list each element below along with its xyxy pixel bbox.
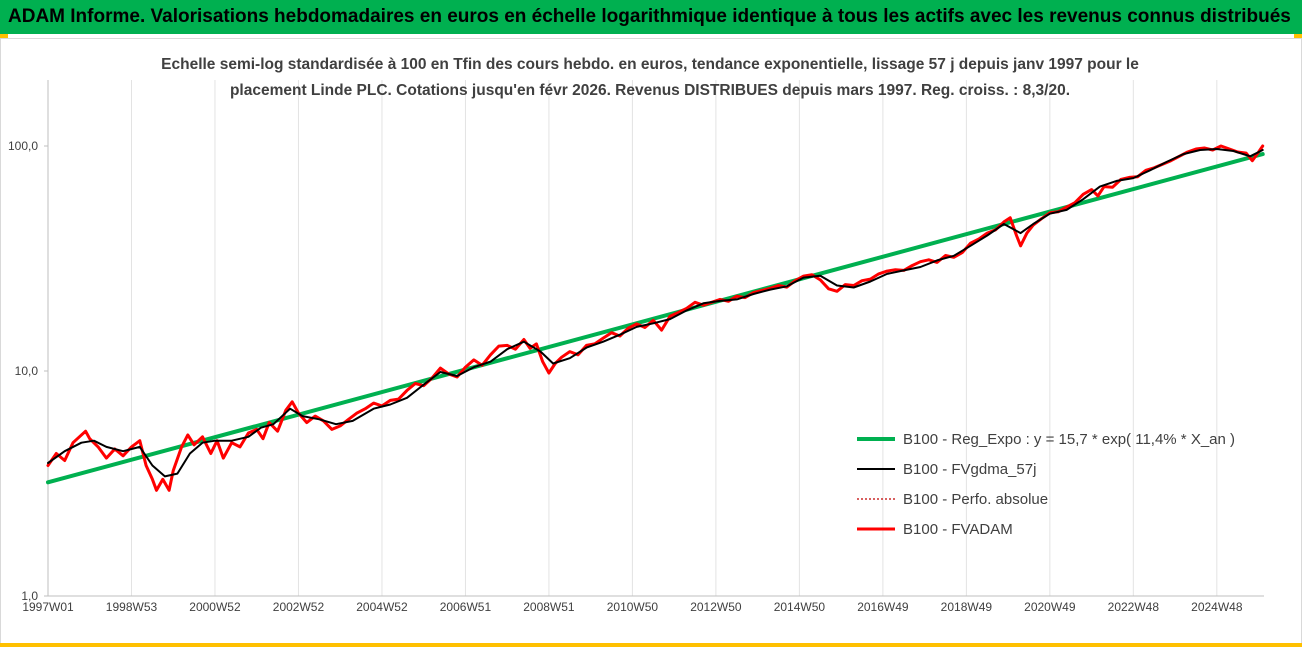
legend-label-perfo: B100 - Perfo. absolue bbox=[903, 490, 1049, 508]
legend-item-fvadam: B100 - FVADAM bbox=[857, 514, 1235, 544]
x-tick-label: 2002W52 bbox=[273, 600, 325, 614]
y-tick-label: 1,0 bbox=[21, 589, 38, 603]
chart-subtitle-line-2: placement Linde PLC. Cotations jusqu'en … bbox=[229, 82, 1071, 99]
y-tick-label: 10,0 bbox=[15, 364, 39, 378]
legend-label-fvgdma: B100 - FVgdma_57j bbox=[903, 460, 1037, 478]
legend-item-perfo: B100 - Perfo. absolue bbox=[857, 484, 1235, 514]
tick-labels: 1997W01 1998W53 2000W52 2002W52 2004W52 2006W… bbox=[8, 139, 1243, 614]
legend-item-fvgdma: B100 - FVgdma_57j bbox=[857, 454, 1235, 484]
accent-bottom-bar bbox=[0, 643, 1302, 647]
chart-subtitle: Echelle semi-log standardisée à 100 en T… bbox=[150, 52, 1150, 104]
legend-swatch-fvgdma bbox=[857, 468, 895, 470]
x-tick-label: 2000W52 bbox=[189, 600, 241, 614]
legend-item-reg-expo: B100 - Reg_Expo : y = 15,7 * exp( 11,4% … bbox=[857, 424, 1235, 454]
x-tick-label: 2014W50 bbox=[774, 600, 826, 614]
legend-label-reg-expo: B100 - Reg_Expo : y = 15,7 * exp( 11,4% … bbox=[903, 430, 1236, 448]
y-tick-label: 100,0 bbox=[8, 139, 38, 153]
report-title: ADAM Informe. Valorisations hebdomadaire… bbox=[0, 0, 1302, 34]
chart-area bbox=[0, 38, 1302, 645]
x-tick-label: 1998W53 bbox=[106, 600, 158, 614]
x-tick-label: 2018W49 bbox=[941, 600, 993, 614]
chart-subtitle-line-1: Echelle semi-log standardisée à 100 en T… bbox=[161, 56, 1139, 73]
x-tick-label: 2020W49 bbox=[1024, 600, 1076, 614]
accent-corner-right bbox=[1294, 34, 1302, 38]
legend-swatch-fvadam bbox=[857, 527, 895, 531]
x-tick-label: 2024W48 bbox=[1191, 600, 1243, 614]
x-tick-label: 2012W50 bbox=[690, 600, 742, 614]
series-line-1 bbox=[47, 148, 1264, 478]
x-tick-label: 1997W01 bbox=[22, 600, 74, 614]
x-tick-label: 2010W50 bbox=[607, 600, 659, 614]
x-tick-label: 2006W51 bbox=[440, 600, 492, 614]
legend-label-fvadam: B100 - FVADAM bbox=[903, 520, 1013, 538]
x-tick-label: 2022W48 bbox=[1108, 600, 1160, 614]
axes bbox=[44, 80, 1264, 597]
x-tick-label: 2004W52 bbox=[356, 600, 408, 614]
accent-corner-left bbox=[0, 34, 8, 38]
x-tick-label: 2016W49 bbox=[857, 600, 909, 614]
series-lines bbox=[46, 144, 1265, 492]
chart-legend: B100 - Reg_Expo : y = 15,7 * exp( 11,4% … bbox=[857, 424, 1235, 544]
x-tick-label: 2008W51 bbox=[523, 600, 575, 614]
series-line-0 bbox=[46, 152, 1265, 485]
legend-swatch-reg-expo bbox=[857, 437, 895, 441]
legend-swatch-perfo bbox=[857, 498, 895, 500]
